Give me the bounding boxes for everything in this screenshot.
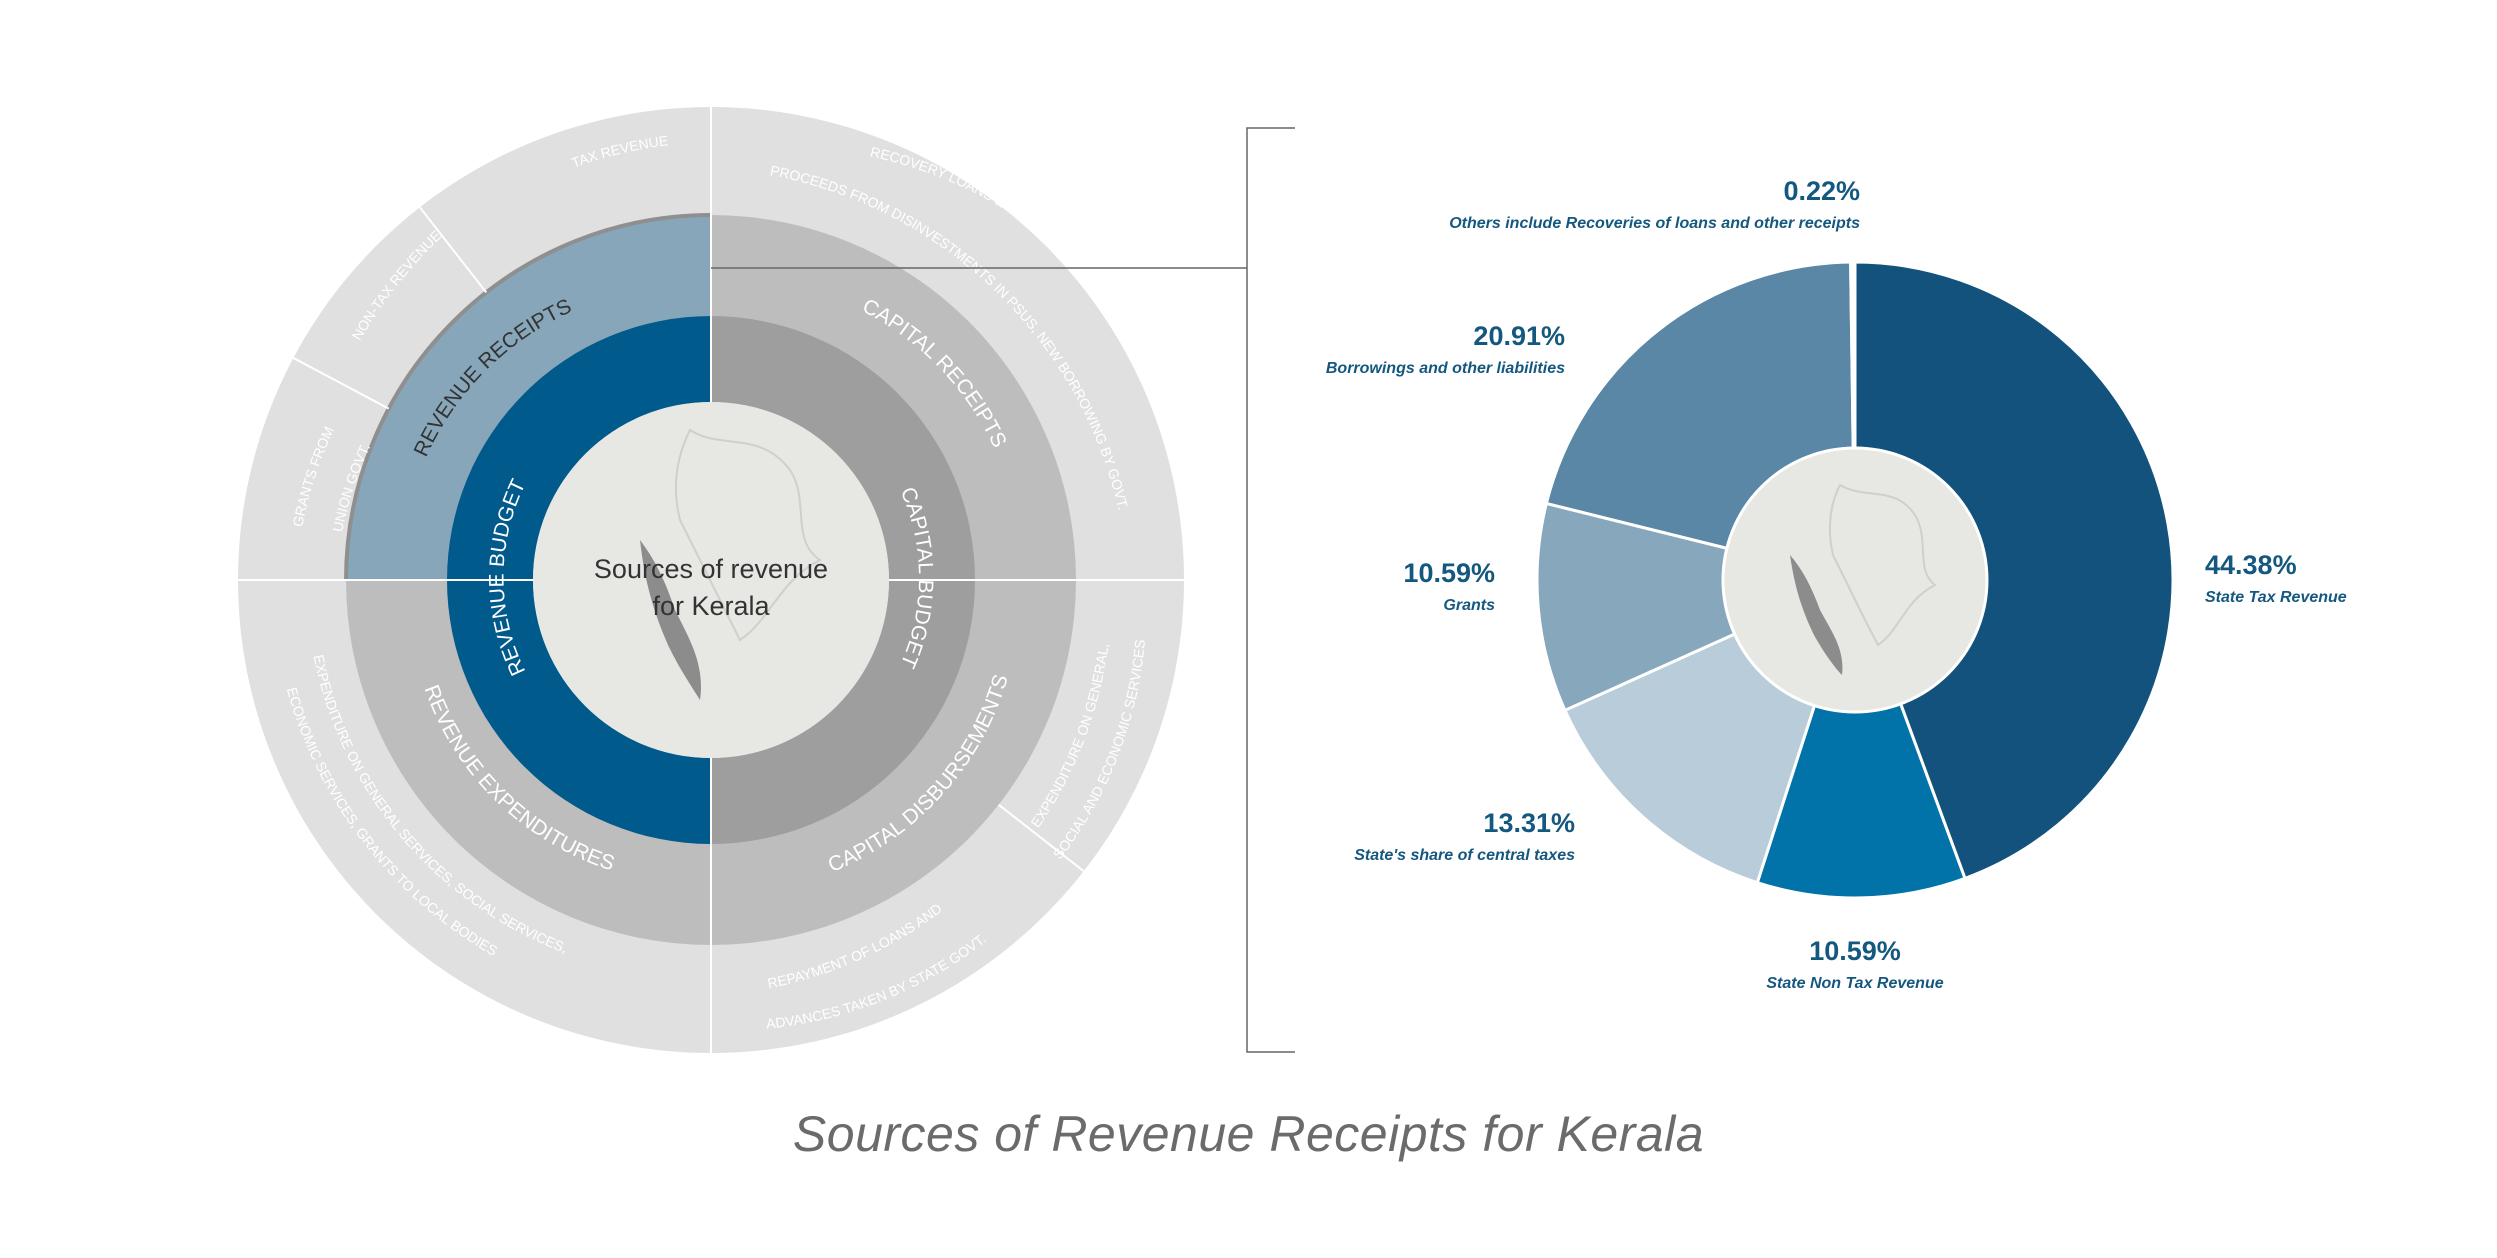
chart-title: Sources of Revenue Receipts for Kerala (792, 1106, 1705, 1162)
kerala-shape (640, 540, 701, 700)
donut-category-label-grants: Grants (1443, 597, 1495, 614)
donut-kerala-shape (1790, 555, 1843, 675)
donut-category-label-state-s-share-of-central-taxes: State's share of central taxes (1354, 847, 1575, 864)
donut-value-label-state-s-share-of-central-taxes: 13.31% (1483, 808, 1575, 838)
ring-divider (998, 803, 1085, 872)
donut-center-disc (1721, 446, 1989, 714)
zoom-connector (711, 127, 1295, 1053)
donut-slice-state-tax-revenue (1853, 260, 2175, 881)
revenue-donut-chart: 44.38% State Tax Revenue 10.59% State Non T… (1326, 176, 2347, 992)
donut-value-label-borrowings-and-other-liabilities: 20.91% (1473, 321, 1565, 351)
donut-category-label-borrowings-and-other-liabilities: Borrowings and other liabilities (1326, 360, 1565, 377)
donut-india-outline-shape (1828, 483, 1937, 647)
donut-value-label-state-tax-revenue: 44.38% (2205, 550, 2297, 580)
donut-slice-state-non-tax-revenue (1755, 575, 1967, 900)
donut-slice-grants (1535, 501, 1860, 713)
revenue-receipts-outline (344, 213, 712, 581)
donut-kerala-map-icon (1790, 483, 1937, 675)
ring-divider (292, 357, 390, 410)
center-label-line2: for Kerala (652, 591, 770, 621)
donut-slice-others-include-recoveries-of-loans-and-other-receipts (1849, 260, 1857, 581)
kerala-map-icon (640, 428, 822, 700)
donut-value-label-state-non-tax-revenue: 10.59% (1809, 936, 1901, 966)
connector-bracket (1246, 127, 1295, 1053)
donut-value-label-others-include-recoveries-of-loans-and-other-receipts: 0.22% (1783, 176, 1860, 206)
revenue-receipts-segment (346, 215, 711, 580)
donut-category-label-state-non-tax-revenue: State Non Tax Revenue (1766, 975, 1943, 992)
donut-value-label-grants: 10.59% (1403, 558, 1495, 588)
donut-category-label-others-include-recoveries-of-loans-and-other-receipts: Others include Recoveries of loans and o… (1449, 215, 1860, 232)
india-outline-shape (674, 428, 822, 642)
center-label-line1: Sources of revenue (594, 554, 828, 584)
donut-category-label-state-tax-revenue: State Tax Revenue (2205, 589, 2347, 606)
ring-divider (419, 206, 488, 293)
